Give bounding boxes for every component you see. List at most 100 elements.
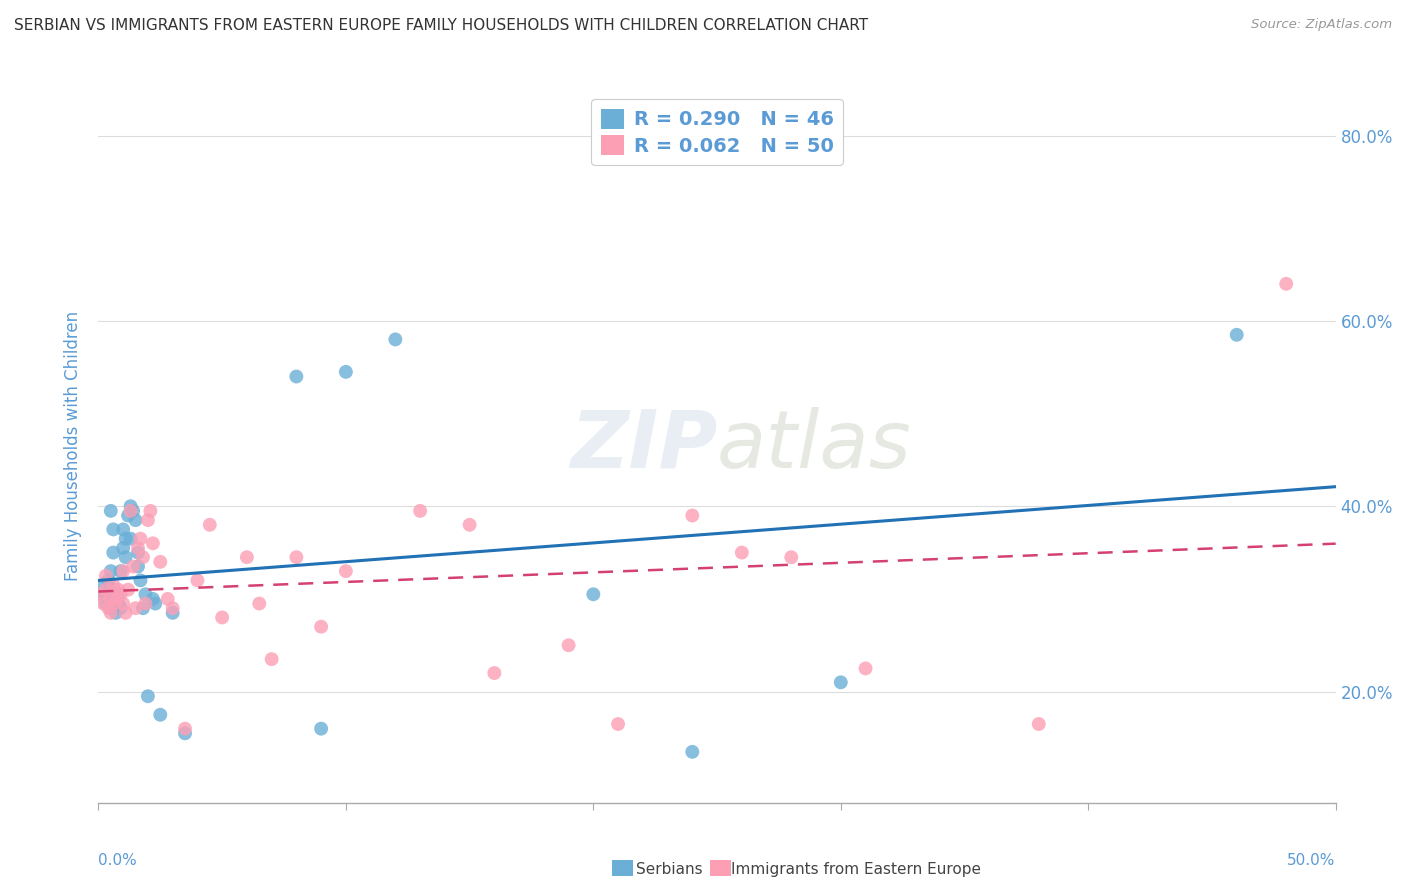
Point (124, 601, 146, 615)
Point (855, 661, 877, 675)
Point (122, 559, 145, 574)
Point (335, 365, 357, 379)
Point (582, 587, 605, 601)
Point (100, 564, 122, 578)
Point (156, 591, 179, 606)
Point (143, 597, 166, 611)
Point (162, 601, 184, 615)
Point (114, 550, 136, 565)
Point (104, 597, 127, 611)
Point (110, 601, 132, 615)
Point (127, 545, 149, 559)
Point (94, 582, 117, 597)
Point (97, 591, 120, 606)
Point (285, 369, 308, 384)
Point (830, 675, 852, 690)
Point (335, 564, 357, 578)
Point (211, 610, 233, 624)
Point (409, 504, 432, 518)
Text: Serbians: Serbians (637, 863, 703, 877)
Point (384, 333, 406, 347)
Point (1028, 717, 1050, 731)
Point (120, 500, 142, 514)
Point (107, 587, 129, 601)
Point (112, 523, 135, 537)
Point (127, 541, 149, 555)
Point (142, 536, 165, 550)
Point (100, 606, 122, 620)
Y-axis label: Family Households with Children: Family Households with Children (65, 311, 83, 581)
Point (681, 745, 703, 759)
Point (236, 550, 259, 565)
Point (110, 587, 132, 601)
Point (134, 597, 156, 611)
Text: Source: ZipAtlas.com: Source: ZipAtlas.com (1251, 18, 1392, 31)
Point (94, 568, 117, 582)
Point (124, 513, 146, 527)
Point (107, 582, 129, 597)
Point (104, 606, 127, 620)
Point (114, 532, 136, 546)
Point (681, 508, 703, 523)
Point (100, 601, 122, 615)
Point (114, 606, 136, 620)
Point (136, 690, 159, 704)
Point (103, 582, 125, 597)
Point (129, 574, 152, 588)
Point (103, 545, 125, 559)
Point (1275, 277, 1298, 291)
Point (132, 550, 155, 565)
Point (107, 597, 129, 611)
Text: Immigrants from Eastern Europe: Immigrants from Eastern Europe (731, 863, 981, 877)
Point (97, 601, 120, 615)
Point (149, 555, 172, 569)
Point (97, 574, 120, 588)
Point (94, 597, 117, 611)
Point (458, 517, 481, 532)
Point (174, 722, 197, 736)
Point (607, 717, 630, 731)
Point (149, 707, 172, 722)
Point (110, 564, 132, 578)
Point (117, 508, 139, 523)
Point (780, 550, 803, 565)
Point (285, 550, 308, 565)
Point (103, 523, 125, 537)
Point (104, 597, 127, 611)
Point (100, 504, 122, 518)
Text: ZIP: ZIP (569, 407, 717, 485)
Point (136, 513, 159, 527)
Point (127, 559, 149, 574)
Point (129, 532, 152, 546)
Point (186, 574, 208, 588)
Point (120, 532, 142, 546)
Point (162, 606, 184, 620)
Point (100, 591, 122, 606)
Point (731, 545, 754, 559)
Legend: R = 0.290   N = 46, R = 0.062   N = 50: R = 0.290 N = 46, R = 0.062 N = 50 (591, 99, 844, 165)
Point (103, 578, 125, 592)
Point (90, 587, 112, 601)
Point (1226, 327, 1249, 342)
Point (117, 582, 139, 597)
Point (93, 578, 115, 592)
Point (120, 504, 142, 518)
Point (94, 587, 117, 601)
Point (104, 591, 127, 606)
Point (122, 504, 145, 518)
Point (174, 726, 197, 740)
Point (309, 722, 332, 736)
Point (112, 564, 135, 578)
Text: SERBIAN VS IMMIGRANTS FROM EASTERN EUROPE FAMILY HOUSEHOLDS WITH CHILDREN CORREL: SERBIAN VS IMMIGRANTS FROM EASTERN EUROP… (14, 18, 868, 33)
Point (247, 597, 270, 611)
Point (309, 620, 332, 634)
Point (142, 591, 165, 606)
Point (112, 541, 135, 555)
Point (90, 587, 112, 601)
Text: atlas: atlas (717, 407, 912, 485)
Point (260, 652, 283, 666)
Text: 50.0%: 50.0% (1288, 853, 1336, 868)
Point (557, 638, 579, 652)
Point (93, 597, 115, 611)
Point (132, 601, 155, 615)
